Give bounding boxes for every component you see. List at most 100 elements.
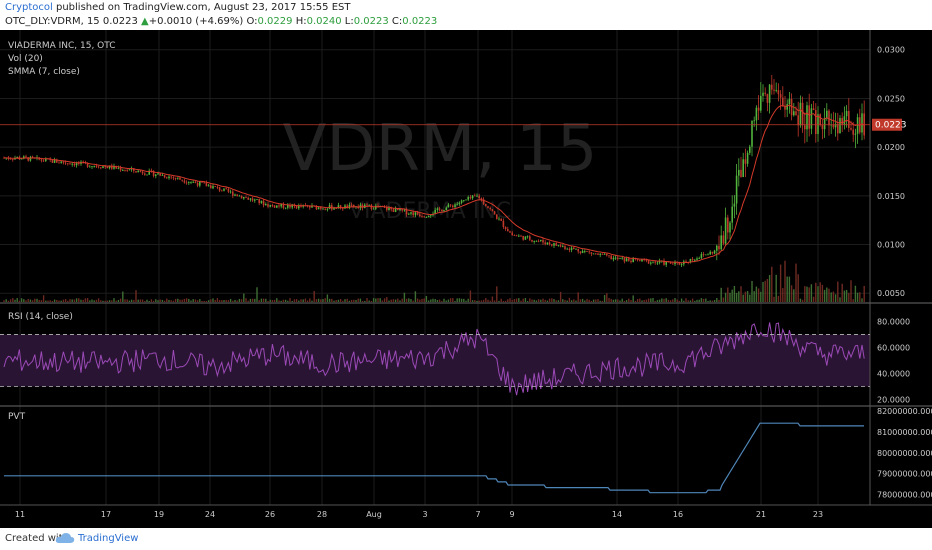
candle-body — [540, 239, 542, 242]
volume-bar — [746, 291, 749, 302]
volume-bar — [401, 298, 403, 302]
candle-body — [91, 166, 93, 167]
volume-bar — [216, 298, 219, 302]
candle-body — [724, 217, 727, 244]
volume-bar — [575, 300, 577, 302]
volume-bar — [845, 289, 848, 302]
candle-body — [434, 209, 436, 214]
volume-bar — [18, 300, 21, 302]
publisher-link[interactable]: Cryptocol — [5, 2, 53, 13]
candle-body — [258, 199, 260, 204]
volume-bar — [487, 299, 489, 302]
candle-body — [317, 207, 320, 210]
last-price: 0.0223 — [102, 16, 138, 27]
candle-body — [29, 156, 32, 161]
volume-bar — [669, 300, 672, 302]
rsi-axis-label: 60.0000 — [877, 344, 910, 353]
candle-body — [775, 90, 777, 91]
volume-bar — [410, 299, 412, 302]
volume-bar — [181, 299, 183, 302]
candle-body — [705, 254, 707, 256]
candle-body — [509, 231, 511, 233]
volume-bar — [339, 299, 342, 302]
candle-body — [247, 197, 249, 200]
candle-body — [738, 169, 740, 176]
volume-bar — [227, 300, 230, 302]
candle-body — [749, 146, 751, 153]
volume-bar — [724, 292, 727, 302]
volume-bar — [564, 299, 566, 302]
volume-bar — [735, 292, 738, 302]
candle-body — [95, 165, 98, 167]
last-price-badge-text: 0.0223 — [875, 121, 907, 131]
candle-body — [179, 177, 181, 180]
candle-body — [403, 209, 406, 211]
candle-body — [656, 262, 659, 264]
volume-bar — [337, 299, 340, 302]
candle-body — [711, 251, 714, 254]
volume-bar — [416, 298, 419, 302]
candle-body — [828, 110, 830, 126]
candle-body — [674, 261, 676, 265]
candle-body — [441, 209, 443, 212]
volume-bar — [465, 300, 467, 302]
volume-bar — [408, 298, 410, 302]
candle-body — [487, 206, 489, 208]
volume-bar — [680, 298, 683, 302]
volume-bar — [14, 299, 16, 302]
candle-body — [632, 258, 634, 263]
volume-bar — [685, 298, 687, 302]
candle-body — [62, 161, 65, 163]
candle-body — [467, 197, 469, 200]
candle-body — [773, 89, 775, 91]
candle-body — [856, 117, 859, 134]
candle-body — [216, 186, 219, 188]
volume-bar — [267, 300, 269, 302]
candle-body — [832, 124, 835, 128]
volume-bar — [350, 299, 353, 302]
candle-body — [559, 245, 562, 247]
candle-body — [410, 212, 412, 214]
volume-bar — [480, 300, 483, 302]
volume-bar — [859, 292, 861, 302]
close-label: C: — [391, 16, 403, 27]
volume-bar — [779, 264, 782, 302]
candle-body — [603, 253, 606, 255]
volume-bar — [36, 298, 38, 302]
candle-body — [751, 120, 753, 147]
candle-body — [353, 204, 355, 208]
candle-body — [817, 114, 819, 134]
volume-bar — [557, 300, 560, 302]
legend-symbol-name: VIADERMA INC, 15, OTC — [8, 41, 116, 51]
volume-bar — [650, 298, 652, 302]
candle-body — [669, 261, 672, 264]
candle-body — [720, 235, 722, 250]
candle-body — [135, 170, 137, 173]
candle-body — [498, 218, 500, 220]
volume-bar — [364, 300, 366, 302]
candle-body — [531, 239, 533, 242]
volume-bar — [119, 298, 122, 302]
volume-bar — [777, 295, 780, 302]
volume-bar — [762, 282, 764, 302]
volume-bar — [405, 298, 408, 302]
candle-body — [234, 194, 236, 196]
volume-bar — [830, 292, 832, 302]
chart-canvas[interactable]: VDRM, 15 VIADERMA INC 0.0050 0.0100 0.0150… — [0, 30, 932, 528]
volume-bar — [555, 300, 557, 302]
candle-body — [394, 208, 397, 212]
candle-body — [366, 204, 368, 206]
volume-bar — [463, 298, 465, 302]
candle-body — [452, 205, 454, 208]
volume-bar — [161, 299, 164, 302]
volume-bar — [315, 299, 318, 302]
volume-bar — [749, 294, 751, 302]
volume-bar — [784, 260, 786, 302]
candle-body — [718, 245, 720, 250]
candle-body — [320, 207, 322, 209]
tradingview-brand[interactable]: TradingView — [78, 533, 139, 544]
candle-body — [542, 239, 544, 243]
volume-bar — [357, 298, 359, 302]
volume-bar — [221, 300, 223, 302]
volume-bar — [698, 299, 700, 302]
